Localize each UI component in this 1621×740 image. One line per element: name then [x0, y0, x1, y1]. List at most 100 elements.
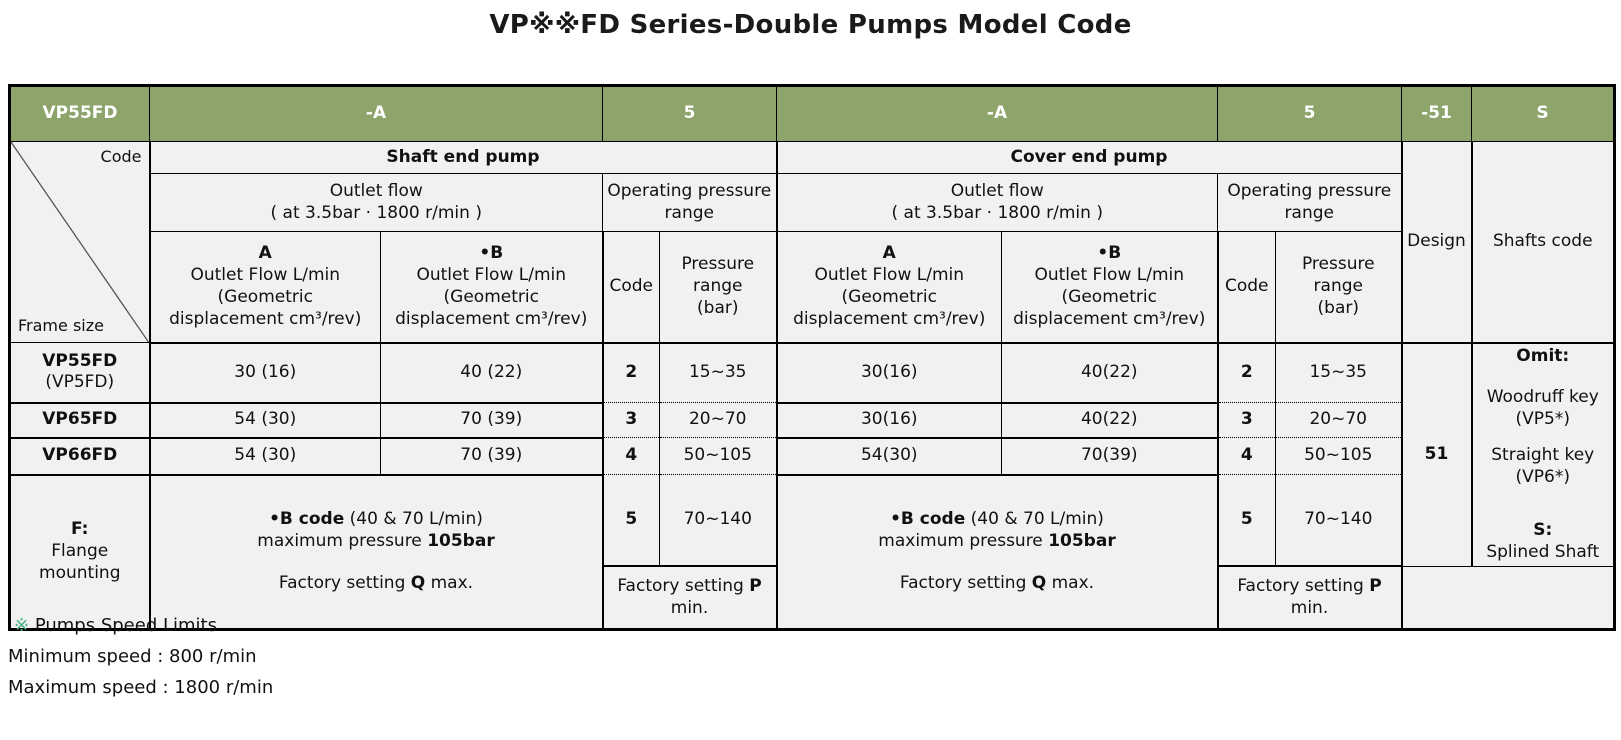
shaft-col-b-code: •B	[479, 243, 504, 264]
b-code-flow: (40 & 70 L/min)	[344, 509, 483, 529]
factory-p-label: Factory setting	[617, 575, 750, 596]
page-title: VP※※FD Series-Double Pumps Model Code	[489, 10, 1132, 40]
factory-p-suffix: min.	[1290, 597, 1329, 618]
frame-vp65fd: VP65FD	[9, 402, 151, 439]
cover-col-b-header: •B Outlet Flow L/min (Geometric displace…	[1001, 231, 1219, 344]
corner-code-label: Code	[100, 147, 142, 166]
cover-operating-pressure-header: Operating pressure range	[1217, 173, 1403, 232]
shaft-col-a-header: A Outlet Flow L/min (Geometric displacem…	[149, 231, 381, 344]
shaft-range-value: 70~140	[659, 474, 778, 568]
speed-limits-title: ※ Pumps Speed Limits	[8, 610, 273, 641]
b-code-flow: (40 & 70 L/min)	[965, 509, 1104, 529]
factory-setting-q: Q	[1031, 572, 1047, 593]
shaft-pressure-range-header: Pressure range (bar)	[659, 231, 778, 344]
cover-range-value: 50~105	[1275, 437, 1403, 475]
cover-code-value: 2	[1217, 342, 1276, 403]
shaft-outlet-flow-header: Outlet flow ( at 3.5bar · 1800 r/min )	[149, 173, 603, 232]
table-row: VP55FD (VP5FD) 30 (16) 40 (22) 2 15~35 3…	[9, 342, 1615, 567]
model-code-table: VP55FD -A 5 -A 5 -51 S Code Frame size S…	[8, 84, 1616, 631]
diagonal-line	[11, 142, 149, 342]
model-code-shaft-pressure: 5	[602, 85, 777, 142]
cover-range-value: 70~140	[1275, 474, 1403, 568]
cover-b-value: 70(39)	[1001, 437, 1219, 476]
max-pressure-value: 105bar	[427, 530, 495, 551]
shaft-end-pump-header: Shaft end pump	[149, 141, 778, 174]
cover-code-header: Code	[1217, 231, 1276, 344]
b-code-label: •B code	[269, 509, 345, 529]
model-code-cover-flow: -A	[776, 85, 1218, 142]
model-code-shafts: S	[1471, 85, 1615, 142]
factory-setting-q: Q	[410, 572, 426, 593]
cover-range-value: 15~35	[1275, 342, 1403, 403]
shaft-operating-pressure-header: Operating pressure range	[602, 173, 778, 232]
cover-a-value: 30(16)	[776, 342, 1002, 404]
cover-factory-setting-p: Factory setting P min.	[1217, 565, 1403, 630]
shaft-col-b-desc: Outlet Flow L/min (Geometric displacemen…	[395, 265, 588, 329]
frame-vp66fd: VP66FD	[9, 437, 151, 476]
maximum-speed-note: Maximum speed : 1800 r/min	[8, 677, 274, 698]
flange-mounting-cell: F: Flange mounting	[9, 474, 151, 630]
cover-range-value: 20~70	[1275, 402, 1403, 438]
table-row: VP66FD 54 (30) 70 (39) 4 50~105 54(30) 7…	[9, 437, 1615, 476]
model-code-design: -51	[1401, 85, 1472, 142]
corner-frame-size-label: Frame size	[18, 315, 104, 335]
frame-name: VP55FD	[42, 350, 118, 371]
factory-setting-label: Factory setting	[899, 572, 1032, 593]
shaft-col-b-header: •B Outlet Flow L/min (Geometric displace…	[380, 231, 604, 344]
mounting-desc: Flange mounting	[39, 540, 121, 583]
factory-p-bold: P	[749, 575, 762, 596]
shaft-col-a-code: A	[258, 243, 272, 264]
cover-a-value: 54(30)	[776, 437, 1002, 476]
cover-code-value: 4	[1217, 437, 1276, 475]
shaft-range-value: 50~105	[659, 437, 778, 475]
model-code-row: VP55FD -A 5 -A 5 -51 S	[9, 85, 1615, 142]
shafts-straight-label: Straight key (VP6*)	[1491, 444, 1595, 487]
design-value: 51	[1401, 342, 1473, 567]
cover-code-value: 5	[1217, 474, 1276, 568]
table-row: Factory setting P min. Factory setting P…	[10, 565, 1615, 630]
cover-col-a-desc: Outlet Flow L/min (Geometric displacemen…	[793, 265, 986, 329]
design-header: Design	[1401, 141, 1473, 344]
factory-setting-suffix: max.	[1046, 572, 1095, 593]
factory-p-suffix: min.	[670, 597, 709, 618]
shafts-code-block: Omit: Woodruff key (VP5*) Straight key (…	[1471, 342, 1615, 567]
cover-code-value: 3	[1217, 402, 1276, 438]
frame-sub-name: (VP5FD)	[45, 372, 115, 393]
speed-limits-text: Pumps Speed Limits	[34, 615, 217, 636]
b-code-label: •B code	[890, 509, 966, 529]
shaft-a-value: 30 (16)	[149, 342, 381, 404]
max-pressure-value: 105bar	[1048, 530, 1116, 551]
shafts-s-label: S:	[1533, 520, 1553, 541]
cover-col-b-code: •B	[1097, 243, 1122, 264]
cover-a-value: 30(16)	[776, 402, 1002, 439]
table-row: F: Flange mounting •B code (40 & 70 L/mi…	[9, 474, 1615, 630]
shaft-code-value: 5	[602, 474, 660, 568]
shafts-woodruff-label: Woodruff key (VP5*)	[1486, 387, 1599, 429]
cover-b-value: 40(22)	[1001, 402, 1219, 439]
cover-b-value: 40(22)	[1001, 342, 1219, 404]
cover-col-a-code: A	[882, 243, 896, 264]
factory-p-label: Factory setting	[1237, 575, 1370, 596]
shaft-col-a-desc: Outlet Flow L/min (Geometric displacemen…	[169, 265, 362, 329]
table-row: VP65FD 54 (30) 70 (39) 3 20~70 30(16) 40…	[9, 402, 1615, 439]
shaft-code-value: 2	[602, 342, 660, 403]
shaft-b-value: 70 (39)	[380, 402, 604, 439]
mounting-code: F:	[71, 519, 89, 539]
reference-mark-icon: ※	[14, 615, 30, 636]
factory-setting-suffix: max.	[425, 572, 474, 593]
corner-cell: Code Frame size	[9, 141, 151, 343]
model-code-cover-pressure: 5	[1217, 85, 1402, 142]
shaft-a-value: 54 (30)	[149, 437, 381, 476]
shaft-b-value: 70 (39)	[380, 437, 604, 476]
factory-p-bold: P	[1369, 575, 1382, 596]
cover-col-a-header: A Outlet Flow L/min (Geometric displacem…	[776, 231, 1002, 344]
cover-pressure-range-header: Pressure range (bar)	[1275, 231, 1403, 344]
frame-vp55fd: VP55FD (VP5FD)	[9, 342, 151, 404]
cover-col-b-desc: Outlet Flow L/min (Geometric displacemen…	[1013, 265, 1206, 329]
shaft-range-value: 20~70	[659, 402, 778, 438]
shaft-code-value: 3	[602, 402, 660, 438]
shafts-splined-label: Splined Shaft	[1486, 542, 1600, 562]
minimum-speed-note: Minimum speed : 800 r/min	[8, 646, 257, 667]
shaft-a-value: 54 (30)	[149, 402, 381, 439]
pump-speed-notes: ※ Pumps Speed Limits Minimum speed : 800…	[8, 610, 273, 703]
